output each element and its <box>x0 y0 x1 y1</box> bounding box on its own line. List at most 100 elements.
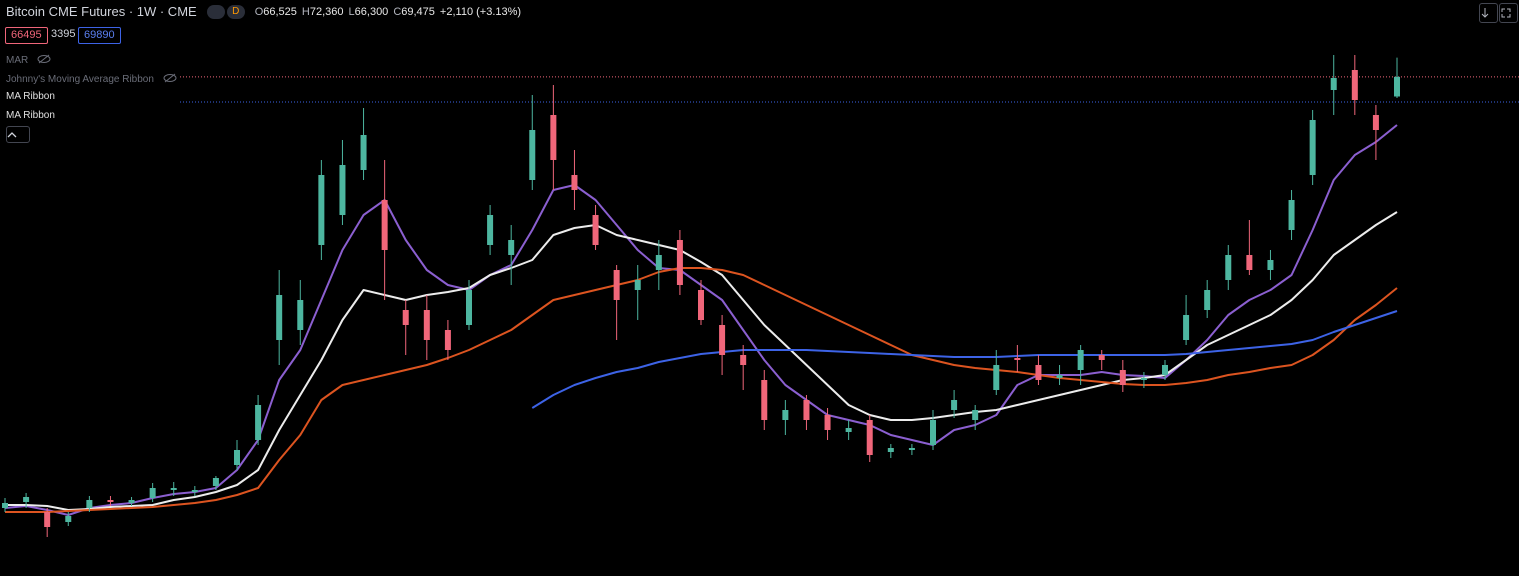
ohlc-key: H <box>301 5 310 18</box>
candle-body <box>592 215 599 245</box>
candle-body <box>1372 115 1379 130</box>
candle-body <box>676 240 683 285</box>
price-change: +2,110 (+3.13%) <box>439 5 522 18</box>
candle-body <box>318 175 325 245</box>
candle-body <box>149 488 156 498</box>
candle-body <box>508 240 515 255</box>
hidden-icon <box>37 54 51 64</box>
ohlc-key: L <box>348 5 355 18</box>
candle-body <box>107 500 114 502</box>
candle-body <box>887 448 894 452</box>
ohlc-value: 66,300 <box>354 5 389 18</box>
candle-body <box>1288 200 1295 230</box>
candle-body <box>1077 350 1084 370</box>
bid-box[interactable]: 66495 <box>5 27 48 44</box>
candle-body <box>782 410 789 420</box>
candle-body <box>23 497 30 502</box>
candle-body <box>719 325 726 355</box>
candle-body <box>128 500 135 503</box>
candle-body <box>423 310 430 340</box>
candle-body <box>1162 365 1168 375</box>
candle-body <box>466 290 472 325</box>
candle-body <box>44 512 51 527</box>
candle-body <box>339 165 346 215</box>
candle-body <box>212 478 219 486</box>
candle-body <box>951 400 958 410</box>
indicator-name: MAR <box>6 55 29 66</box>
ohlc-value: 72,360 <box>309 5 344 18</box>
candle-body <box>191 490 198 492</box>
ask-box[interactable]: 69890 <box>78 27 121 44</box>
candle-body <box>1140 378 1147 380</box>
candle-body <box>655 255 662 270</box>
candle-body <box>1394 76 1400 97</box>
candle-body <box>550 115 557 160</box>
ohlc-low: L66,300 <box>349 6 389 18</box>
ohlc-key: O <box>254 5 264 18</box>
candle-body <box>1267 260 1274 270</box>
expand-icon <box>1501 8 1511 18</box>
candle-body <box>1035 365 1042 380</box>
candle-body <box>634 280 641 290</box>
candle-body <box>930 420 936 445</box>
candle-body <box>866 420 873 455</box>
candle-body <box>698 290 704 320</box>
candle-body <box>824 415 831 430</box>
candle-body <box>993 365 1000 390</box>
candle-body <box>1246 255 1253 270</box>
collapse-button[interactable] <box>6 126 30 143</box>
ohlc-key: C <box>393 5 402 18</box>
candle-body <box>908 448 915 450</box>
ohlc-value: 66,525 <box>263 5 297 18</box>
indicator-label[interactable]: MA Ribbon <box>6 110 55 121</box>
indicator-label[interactable]: MAR <box>6 53 51 66</box>
candle-body <box>276 295 283 340</box>
candle-body <box>972 410 979 420</box>
ohlc-open: O66,525 <box>255 6 297 18</box>
candle-body <box>1183 315 1190 340</box>
candle-body <box>487 215 494 245</box>
market-badge: D <box>226 4 245 19</box>
legend-header: Bitcoin CME Futures · 1W · CME D O66,525… <box>6 4 521 19</box>
candle-body <box>1119 370 1126 385</box>
candle-body <box>1204 290 1211 310</box>
moving-average-line <box>531 310 1398 409</box>
candle-body <box>402 310 409 325</box>
ohlc-close: C69,475 <box>393 6 435 18</box>
candle-body <box>65 516 72 522</box>
status-dot <box>206 4 225 19</box>
scroll-down-button[interactable] <box>1479 3 1498 23</box>
ohlc-value: 69,475 <box>401 5 435 18</box>
ohlc-high: H72,360 <box>302 6 344 18</box>
arrow-icon <box>1481 8 1489 18</box>
hidden-icon <box>163 73 177 83</box>
moving-average-line <box>5 267 1398 513</box>
candle-body <box>1098 355 1105 360</box>
candle-body <box>1330 78 1337 90</box>
candle-body <box>297 300 304 330</box>
expand-button[interactable] <box>1499 3 1518 23</box>
candle-body <box>360 135 367 170</box>
symbol-title[interactable]: Bitcoin CME Futures · 1W · CME <box>6 4 197 19</box>
candle-body <box>1014 358 1021 360</box>
candle-body <box>1225 255 1232 280</box>
candle-body <box>529 130 536 180</box>
candle-body <box>86 500 93 508</box>
candle-body <box>381 200 388 250</box>
candle-body <box>613 270 620 300</box>
candle-body <box>845 428 852 432</box>
candle-body <box>571 175 578 190</box>
candle-body <box>234 450 240 465</box>
spread: 3395 <box>51 28 76 40</box>
caret-icon <box>7 132 17 138</box>
candle-body <box>761 380 768 420</box>
candle-body <box>1351 70 1358 100</box>
candle-body <box>740 355 747 365</box>
candle-body <box>1309 120 1316 175</box>
indicator-label[interactable]: MA Ribbon <box>6 91 55 102</box>
indicator-label[interactable]: Johnny's Moving Average Ribbon <box>6 72 177 85</box>
candle-body <box>255 405 262 440</box>
candle-body <box>803 400 810 420</box>
